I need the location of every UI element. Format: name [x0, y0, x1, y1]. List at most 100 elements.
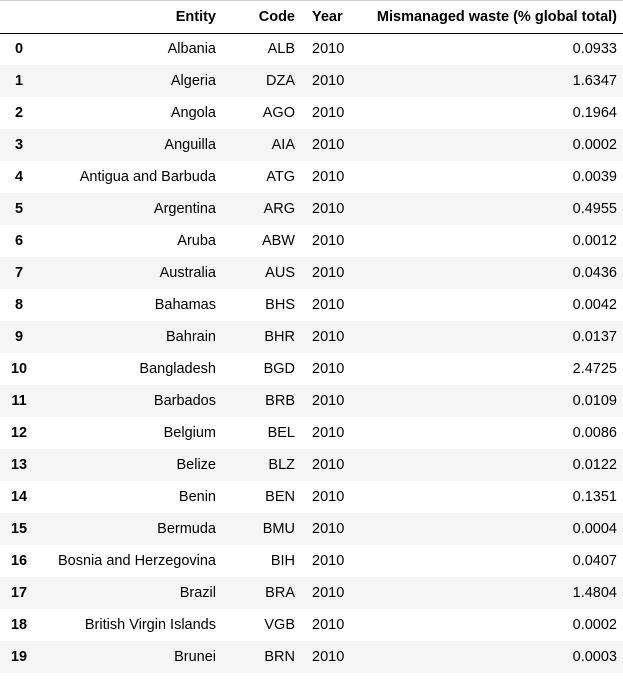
- cell-mismanaged-waste: 0.0004: [572, 521, 617, 537]
- cell-code: BIH: [270, 553, 295, 569]
- table-row: 7 Australia AUS 2010 0.0436: [0, 257, 623, 289]
- cell-year: 2010: [312, 297, 345, 313]
- cell-year: 2010: [312, 105, 345, 121]
- cell-mismanaged-waste: 0.0122: [572, 457, 617, 473]
- cell-entity: Antigua and Barbuda: [79, 169, 216, 185]
- cell-year: 2010: [312, 553, 345, 569]
- header-code: Code: [222, 1, 310, 34]
- table-body: 0 Albania ALB 2010 0.0933 1 Algeria DZA 2010 1.63…: [0, 33, 623, 673]
- cell-year: 2010: [312, 73, 345, 89]
- cell-code: DZA: [266, 73, 295, 89]
- row-index: 17: [10, 585, 28, 601]
- table-row: 10 Bangladesh BGD 2010 2.4725: [0, 353, 623, 385]
- row-index: 3: [14, 137, 24, 153]
- cell-mismanaged-waste: 0.0137: [572, 329, 617, 345]
- table-row: 3 Anguilla AIA 2010 0.0002: [0, 129, 623, 161]
- cell-mismanaged-waste: 1.6347: [572, 73, 617, 89]
- cell-mismanaged-waste: 0.1964: [572, 105, 617, 121]
- cell-year: 2010: [312, 137, 345, 153]
- cell-entity: Bahrain: [166, 329, 216, 345]
- cell-mismanaged-waste: 0.0039: [572, 169, 617, 185]
- table-row: 0 Albania ALB 2010 0.0933: [0, 33, 623, 65]
- cell-entity: Anguilla: [164, 137, 216, 153]
- cell-year: 2010: [312, 169, 345, 185]
- table-row: 6 Aruba ABW 2010 0.0012: [0, 225, 623, 257]
- cell-code: ALB: [267, 41, 295, 58]
- cell-year: 2010: [312, 329, 345, 345]
- table-header: Entity Code Year Mismanaged waste (% glo…: [0, 1, 623, 34]
- cell-year: 2010: [312, 361, 345, 377]
- cell-mismanaged-waste: 0.0002: [572, 137, 617, 153]
- cell-year: 2010: [312, 425, 345, 441]
- cell-year: 2010: [312, 585, 345, 601]
- cell-code: BHS: [265, 297, 295, 313]
- cell-year: 2010: [312, 265, 345, 281]
- table-row: 18 British Virgin Islands VGB 2010 0.0002: [0, 609, 623, 641]
- cell-code: ARG: [263, 201, 295, 217]
- cell-year: 2010: [312, 489, 345, 505]
- table-row: 5 Argentina ARG 2010 0.4955: [0, 193, 623, 225]
- table-row: 16 Bosnia and Herzegovina BIH 2010 0.0407: [0, 545, 623, 577]
- cell-entity: Angola: [170, 105, 216, 121]
- row-index: 2: [14, 105, 24, 121]
- cell-entity: Brunei: [174, 649, 216, 665]
- header-entity: Entity: [44, 1, 222, 34]
- cell-entity: Benin: [178, 489, 216, 505]
- cell-entity: Brazil: [179, 585, 216, 601]
- cell-entity: Bosnia and Herzegovina: [58, 553, 216, 569]
- row-index: 14: [10, 489, 28, 505]
- cell-mismanaged-waste: 0.0002: [572, 617, 617, 633]
- row-index: 7: [14, 265, 24, 281]
- row-index: 18: [10, 617, 28, 633]
- table-row: 4 Antigua and Barbuda ATG 2010 0.0039: [0, 161, 623, 193]
- header-mismanaged-waste: Mismanaged waste (% global total): [359, 1, 623, 34]
- table-row: 14 Benin BEN 2010 0.1351: [0, 481, 623, 513]
- row-index: 1: [14, 73, 24, 89]
- cell-entity: Argentina: [153, 201, 216, 217]
- header-row: Entity Code Year Mismanaged waste (% glo…: [0, 1, 623, 34]
- cell-code: AGO: [262, 105, 295, 121]
- cell-mismanaged-waste: 0.0407: [572, 553, 617, 569]
- cell-year: 2010: [312, 201, 345, 217]
- header-index: [0, 1, 44, 34]
- cell-mismanaged-waste: 2.4725: [572, 361, 617, 377]
- cell-code: BMU: [262, 521, 295, 537]
- cell-mismanaged-waste: 0.0436: [572, 265, 617, 281]
- cell-entity: Albania: [167, 41, 216, 58]
- cell-mismanaged-waste: 0.4955: [572, 201, 617, 217]
- row-index: 8: [14, 297, 24, 313]
- table-row: 17 Brazil BRA 2010 1.4804: [0, 577, 623, 609]
- cell-year: 2010: [312, 521, 345, 537]
- cell-code: BEL: [267, 425, 295, 441]
- cell-mismanaged-waste: 0.0086: [572, 425, 617, 441]
- cell-year: 2010: [312, 457, 345, 473]
- cell-entity: Belize: [176, 457, 217, 473]
- cell-entity: Algeria: [170, 73, 216, 89]
- cell-mismanaged-waste: 0.0042: [572, 297, 617, 313]
- cell-year: 2010: [312, 393, 345, 409]
- cell-code: VGB: [264, 617, 295, 633]
- cell-code: BRA: [265, 585, 295, 601]
- table-row: 11 Barbados BRB 2010 0.0109: [0, 385, 623, 417]
- cell-mismanaged-waste: 0.0003: [572, 649, 617, 665]
- header-year: Year: [310, 1, 359, 34]
- cell-code: AIA: [271, 137, 295, 153]
- row-index: 13: [10, 457, 28, 473]
- table-row: 1 Algeria DZA 2010 1.6347: [0, 65, 623, 97]
- row-index: 19: [10, 649, 28, 665]
- row-index: 15: [10, 521, 28, 537]
- cell-code: ABW: [261, 233, 295, 249]
- row-index: 12: [10, 425, 28, 441]
- cell-entity: Belgium: [163, 425, 216, 441]
- row-index: 10: [10, 361, 28, 377]
- table-row: 9 Bahrain BHR 2010 0.0137: [0, 321, 623, 353]
- cell-entity: Bahamas: [154, 297, 216, 313]
- cell-mismanaged-waste: 0.0933: [572, 41, 617, 58]
- row-index: 11: [11, 393, 27, 409]
- cell-entity: Australia: [159, 265, 216, 281]
- cell-mismanaged-waste: 0.1351: [572, 489, 617, 505]
- table-row: 19 Brunei BRN 2010 0.0003: [0, 641, 623, 673]
- cell-code: AUS: [265, 265, 295, 281]
